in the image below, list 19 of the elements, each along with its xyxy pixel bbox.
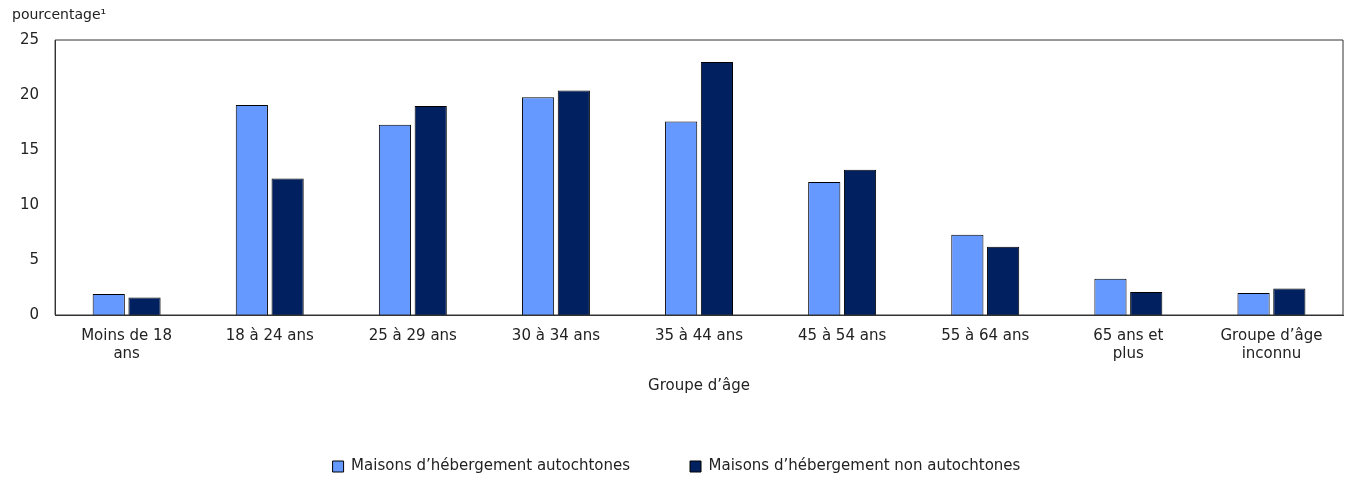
x-tick-label: 45 à 54 ans: [798, 325, 887, 344]
legend-label: Maisons d’hébergement autochtones: [351, 456, 631, 475]
x-tick-label: 18 à 24 ans: [225, 325, 315, 344]
y-tick-label: 0: [29, 304, 40, 323]
x-tick-label: 25 à 29 ans: [368, 325, 458, 344]
x-tick-label: 30 à 34 ans: [511, 325, 601, 344]
x-tick-label: 65 ans et plus: [1093, 325, 1164, 362]
y-tick-label: 20: [19, 84, 40, 103]
x-tick-label: Moins de 18 ans: [81, 325, 173, 362]
y-tick-label: 10: [19, 194, 40, 213]
y-tick-label: 15: [19, 139, 40, 158]
y-tick-label: 5: [29, 249, 40, 268]
x-tick-label: 35 à 44 ans: [654, 325, 744, 344]
y-axis-title: pourcentage¹: [12, 5, 107, 22]
y-tick-label: 25: [19, 29, 40, 48]
x-axis-title: Groupe d’âge: [648, 375, 750, 394]
legend-label: Maisons d’hébergement non autochtones: [708, 456, 1021, 475]
x-tick-label: Groupe d’âge inconnu: [1220, 325, 1323, 362]
x-tick-label: 55 à 64 ans: [941, 325, 1030, 344]
